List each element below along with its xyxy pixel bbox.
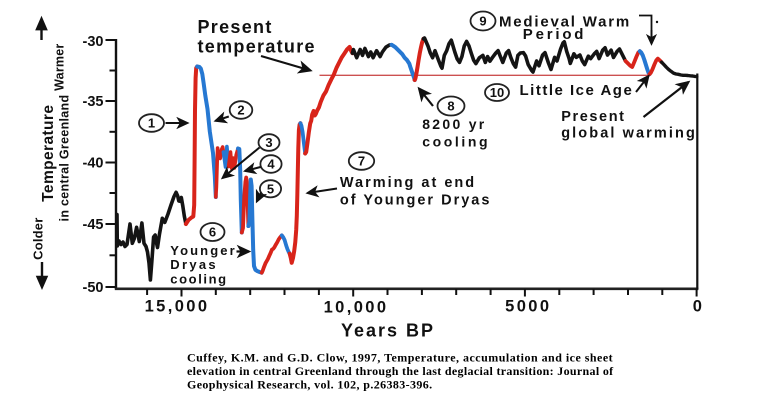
svg-text:Period: Period [523, 26, 586, 43]
svg-text:of Younger Dryas: of Younger Dryas [340, 193, 492, 209]
svg-text:10: 10 [490, 85, 504, 100]
svg-text:cooling: cooling [170, 271, 227, 286]
svg-text:1: 1 [148, 116, 155, 131]
svg-text:Medieval Warm: Medieval Warm [499, 14, 631, 31]
svg-text:cooling: cooling [422, 134, 490, 150]
svg-text:Present: Present [198, 17, 273, 37]
svg-text:2: 2 [237, 103, 244, 118]
svg-text:Dryas: Dryas [170, 257, 218, 272]
svg-text:in central Greenland: in central Greenland [58, 95, 72, 222]
svg-text:9: 9 [479, 14, 486, 29]
svg-text:-35: -35 [83, 94, 104, 110]
svg-text:10,000: 10,000 [324, 299, 389, 317]
svg-text:global warming: global warming [561, 126, 697, 142]
svg-text:Colder: Colder [31, 218, 46, 260]
svg-text:Cuffey, K.M. and G.D. Clow, 19: Cuffey, K.M. and G.D. Clow, 1997, Temper… [187, 351, 613, 365]
svg-text:7: 7 [358, 154, 365, 169]
svg-text:-30: -30 [83, 34, 104, 50]
svg-text:Little Ice Age: Little Ice Age [520, 82, 634, 99]
svg-text:Warming at end: Warming at end [340, 175, 476, 191]
svg-text:5: 5 [267, 181, 274, 196]
svg-text:6: 6 [209, 225, 216, 240]
svg-text:4: 4 [267, 157, 275, 172]
svg-text:8200 yr: 8200 yr [422, 116, 486, 132]
svg-text:15,000: 15,000 [145, 298, 210, 316]
svg-text:temperature: temperature [198, 36, 316, 56]
svg-text:Temperature: Temperature [40, 105, 57, 202]
svg-text:elevation in central Greenland: elevation in central Greenland through t… [187, 364, 614, 378]
svg-text:Warmer: Warmer [53, 44, 67, 91]
svg-text:0: 0 [693, 298, 703, 316]
svg-text:8: 8 [447, 99, 454, 114]
svg-text:-45: -45 [83, 217, 104, 233]
svg-text:-50: -50 [83, 280, 104, 296]
svg-text:Geophysical Research, vol. 102: Geophysical Research, vol. 102, p.26383-… [187, 378, 433, 392]
svg-text:Years BP: Years BP [341, 321, 435, 341]
svg-text:-40: -40 [83, 156, 104, 172]
svg-text:5000: 5000 [505, 298, 551, 316]
svg-text:Present: Present [561, 109, 625, 125]
svg-text:3: 3 [265, 135, 272, 150]
svg-text:Younger: Younger [170, 243, 236, 258]
